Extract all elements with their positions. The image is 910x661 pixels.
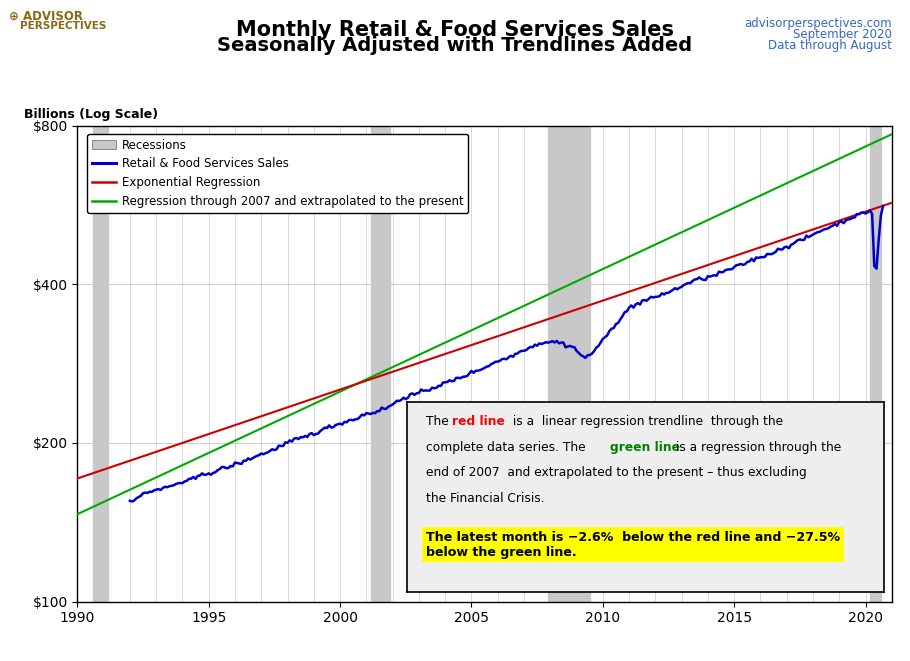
- Text: Billions (Log Scale): Billions (Log Scale): [25, 108, 158, 121]
- Bar: [548, 126, 590, 602]
- Text: September 2020: September 2020: [793, 28, 892, 41]
- Bar: [370, 126, 390, 602]
- Text: Data through August: Data through August: [768, 39, 892, 52]
- Bar: [870, 126, 881, 602]
- Text: advisorperspectives.com: advisorperspectives.com: [744, 17, 892, 30]
- Text: PERSPECTIVES: PERSPECTIVES: [20, 21, 106, 31]
- Text: ⊕ ADVISOR: ⊕ ADVISOR: [9, 10, 83, 23]
- Bar: [93, 126, 108, 602]
- Text: Seasonally Adjusted with Trendlines Added: Seasonally Adjusted with Trendlines Adde…: [217, 36, 693, 56]
- Text: Monthly Retail & Food Services Sales: Monthly Retail & Food Services Sales: [236, 20, 674, 40]
- Legend: Recessions, Retail & Food Services Sales, Exponential Regression, Regression thr: Recessions, Retail & Food Services Sales…: [87, 134, 468, 213]
